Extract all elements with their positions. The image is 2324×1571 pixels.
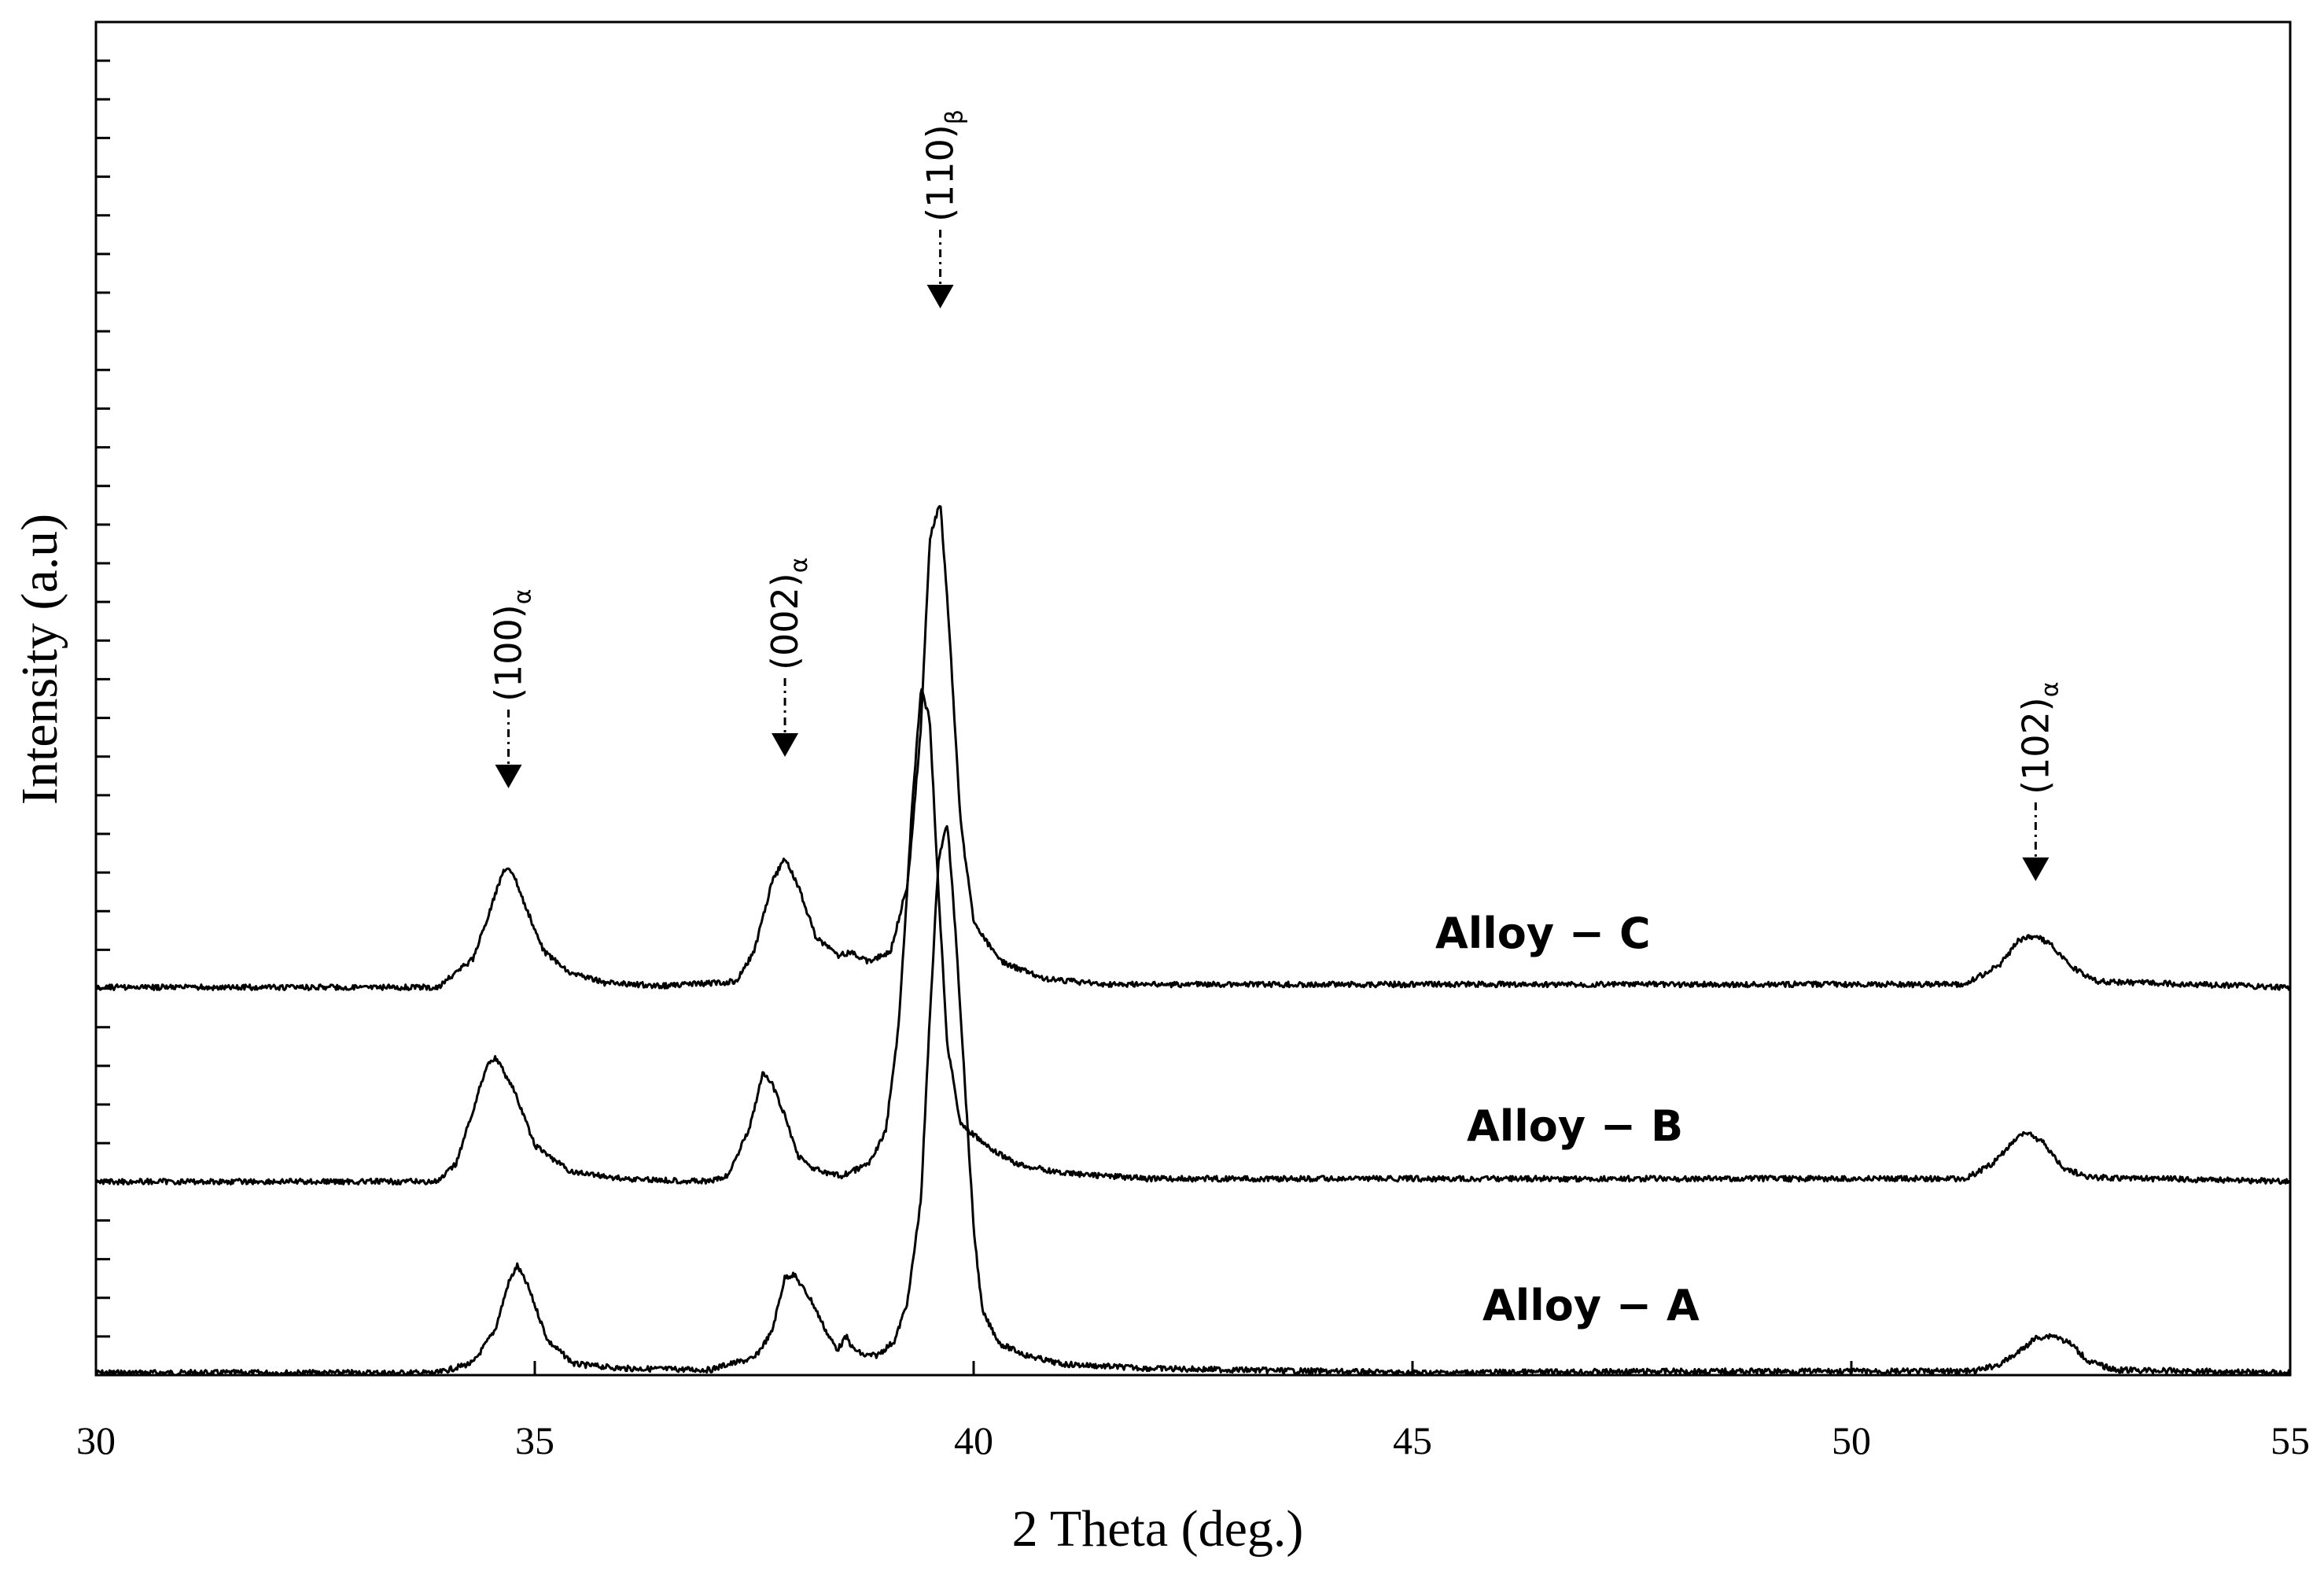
down-arrow-icon [495, 765, 522, 788]
series-label: Alloy − A [1482, 1281, 1700, 1330]
series-line-3 [95, 505, 2291, 991]
peak-annotation: (002)α [764, 558, 813, 757]
series-label: Alloy − B [1467, 1101, 1683, 1151]
down-arrow-icon [926, 285, 954, 308]
peak-annotation: (100)α [488, 589, 537, 788]
peak-hkl: (002) [764, 573, 806, 670]
x-tick-label: 30 [76, 1418, 116, 1462]
down-arrow-icon [2022, 857, 2050, 881]
peak-label: (100)α [488, 589, 537, 702]
y-axis-ticks [96, 20, 110, 1377]
x-tick-label: 40 [954, 1418, 993, 1462]
series-layer [94, 505, 2291, 1377]
x-axis-ticks: 30 35 40 45 50 55 [76, 1361, 2310, 1462]
peak-label: (110)β [919, 109, 969, 222]
series-line-2 [94, 688, 2290, 1186]
series-labels: Alloy − A Alloy − B Alloy − C [1435, 909, 1700, 1330]
peak-phase: α [510, 589, 537, 605]
peak-phase: β [941, 109, 969, 124]
series-label: Alloy − C [1435, 909, 1651, 958]
peak-annotations: (100)α (002)α(110)β(102)α [488, 109, 2064, 881]
peak-phase: α [786, 558, 813, 573]
plot-frame [94, 20, 2292, 1377]
x-tick-label: 45 [1393, 1418, 1432, 1462]
peak-annotation: (110)β [919, 109, 969, 308]
y-axis-title: Intensity (a.u) [11, 514, 68, 805]
peak-phase: α [2036, 682, 2064, 698]
down-arrow-icon [772, 733, 799, 757]
x-tick-label: 50 [1832, 1418, 1871, 1462]
x-tick-label: 55 [2271, 1418, 2310, 1462]
x-axis-title: 2 Theta (deg.) [1012, 1500, 1304, 1558]
peak-hkl: (110) [919, 124, 962, 222]
peak-hkl: (100) [488, 604, 530, 702]
peak-label: (102)α [2014, 682, 2064, 795]
peak-label: (002)α [764, 558, 813, 670]
series-line-1 [95, 824, 2291, 1377]
peak-annotation: (102)α [2014, 682, 2064, 881]
peak-hkl: (102) [2014, 697, 2057, 795]
x-tick-label: 35 [515, 1418, 554, 1462]
